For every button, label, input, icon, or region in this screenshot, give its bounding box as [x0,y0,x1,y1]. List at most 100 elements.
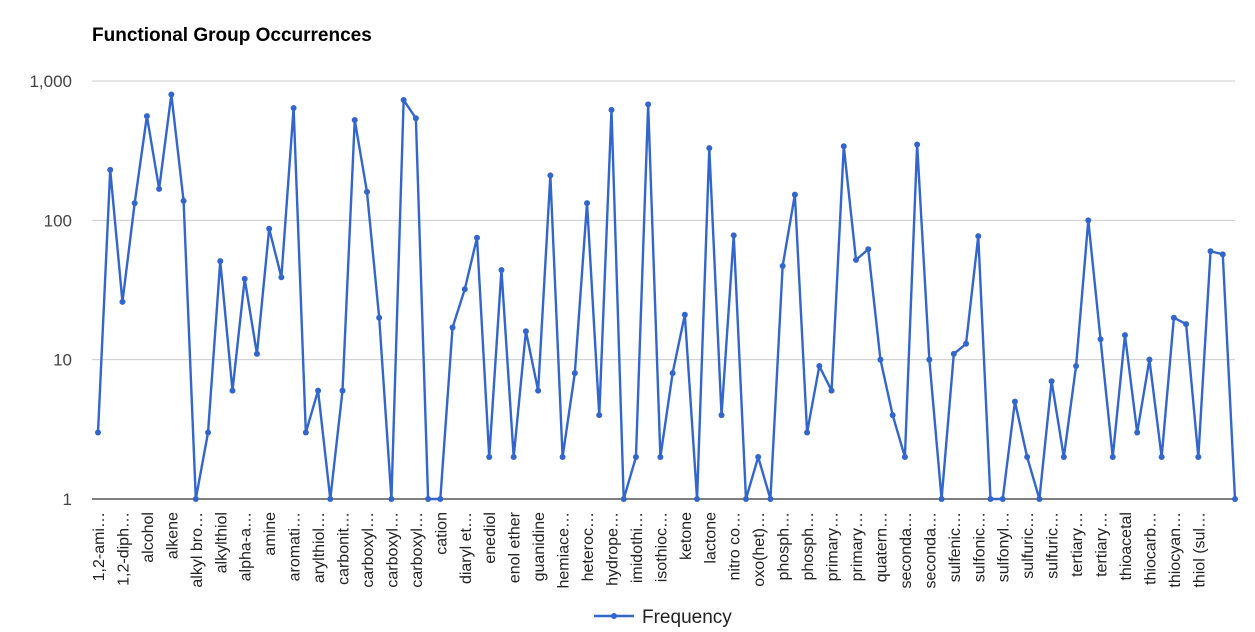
data-point[interactable] [229,387,236,394]
data-point[interactable] [217,258,224,265]
data-point[interactable] [1073,363,1080,370]
data-point[interactable] [755,454,762,461]
data-point[interactable] [1232,496,1238,502]
data-point[interactable] [669,370,676,377]
y-tick-label: 1 [63,490,72,509]
data-point[interactable] [1170,314,1177,321]
data-point[interactable] [999,496,1006,502]
data-point[interactable] [840,143,847,150]
data-point[interactable] [987,496,994,502]
data-point[interactable] [828,387,835,394]
data-point[interactable] [1085,217,1092,224]
x-category-label: phosph… [800,512,817,581]
legend[interactable]: Frequency [594,607,732,628]
data-point[interactable] [461,286,468,293]
data-point[interactable] [926,356,933,363]
data-point[interactable] [584,200,591,207]
data-point[interactable] [1146,356,1153,363]
data-point[interactable] [901,454,908,461]
data-point[interactable] [449,324,456,331]
data-point[interactable] [522,328,529,335]
data-point[interactable] [706,145,713,152]
data-point[interactable] [107,166,114,173]
data-point[interactable] [95,429,101,436]
data-point[interactable] [632,454,639,461]
data-point[interactable] [180,197,187,204]
data-point[interactable] [535,387,542,394]
data-point[interactable] [694,496,701,502]
data-point[interactable] [363,188,370,195]
data-point[interactable] [425,496,432,502]
data-point[interactable] [315,387,322,394]
data-point[interactable] [1060,454,1067,461]
data-point[interactable] [351,116,358,123]
data-point[interactable] [791,191,798,198]
x-category-label: seconda… [922,512,939,589]
data-point[interactable] [486,454,493,461]
data-point[interactable] [1024,454,1031,461]
data-point[interactable] [914,141,921,148]
data-point[interactable] [498,267,505,274]
data-point[interactable] [327,496,334,502]
data-point[interactable] [657,454,664,461]
data-point[interactable] [608,106,615,113]
data-point[interactable] [266,225,273,232]
data-point[interactable] [718,412,725,419]
data-point[interactable] [1011,398,1018,405]
data-point[interactable] [938,496,945,502]
data-point[interactable] [816,363,823,370]
data-point[interactable] [1195,454,1202,461]
data-point[interactable] [1207,248,1214,255]
data-point[interactable] [302,429,309,436]
data-point[interactable] [767,496,774,502]
data-point[interactable] [547,172,554,179]
data-point[interactable] [339,387,346,394]
data-point[interactable] [168,91,175,98]
data-point[interactable] [645,101,652,108]
data-point[interactable] [1121,332,1128,339]
data-point[interactable] [950,350,957,357]
data-point[interactable] [559,454,566,461]
data-point[interactable] [253,350,260,357]
data-point[interactable] [241,275,248,282]
data-point[interactable] [804,429,811,436]
x-category-label: tertiary… [1069,512,1086,577]
data-point[interactable] [1097,336,1104,343]
data-point[interactable] [437,496,444,502]
data-point[interactable] [975,233,982,240]
data-point[interactable] [143,113,150,120]
data-point[interactable] [596,412,603,419]
data-point[interactable] [474,234,480,241]
data-point[interactable] [278,274,285,281]
x-category-label: seconda… [898,512,915,589]
data-point[interactable] [205,429,212,436]
data-point[interactable] [510,454,517,461]
data-point[interactable] [131,200,138,207]
data-point[interactable] [119,298,126,305]
data-point[interactable] [620,496,627,502]
data-point[interactable] [742,496,749,502]
data-point[interactable] [1036,496,1043,502]
data-point[interactable] [192,496,199,502]
data-point[interactable] [963,340,970,347]
data-point[interactable] [156,185,163,192]
data-point[interactable] [1183,321,1190,328]
data-point[interactable] [290,105,297,112]
data-point[interactable] [865,246,872,253]
data-point[interactable] [779,263,786,270]
data-point[interactable] [400,97,407,104]
data-point[interactable] [877,356,884,363]
data-point[interactable] [1134,429,1141,436]
data-point[interactable] [1158,454,1165,461]
data-point[interactable] [889,412,896,419]
data-point[interactable] [376,314,383,321]
data-point[interactable] [1219,251,1226,258]
data-point[interactable] [388,496,395,502]
data-point[interactable] [853,256,859,263]
data-point[interactable] [1109,454,1116,461]
data-point[interactable] [681,311,688,318]
data-point[interactable] [571,370,578,377]
data-point[interactable] [730,232,737,239]
data-point[interactable] [1048,378,1055,385]
data-point[interactable] [412,115,419,122]
